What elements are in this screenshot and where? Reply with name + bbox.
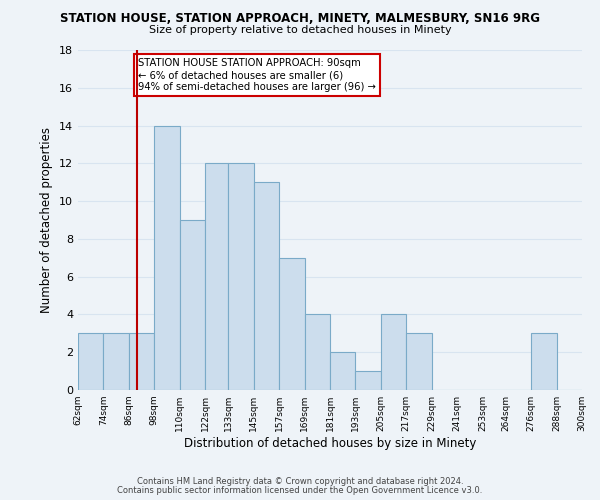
Bar xyxy=(154,126,179,390)
Bar xyxy=(330,352,355,390)
Bar xyxy=(229,164,254,390)
Bar xyxy=(205,164,229,390)
Bar xyxy=(406,334,431,390)
X-axis label: Distribution of detached houses by size in Minety: Distribution of detached houses by size … xyxy=(184,437,476,450)
Bar xyxy=(305,314,330,390)
Bar xyxy=(279,258,305,390)
Bar xyxy=(531,334,557,390)
Bar xyxy=(254,182,279,390)
Text: STATION HOUSE, STATION APPROACH, MINETY, MALMESBURY, SN16 9RG: STATION HOUSE, STATION APPROACH, MINETY,… xyxy=(60,12,540,26)
Bar xyxy=(381,314,406,390)
Text: STATION HOUSE STATION APPROACH: 90sqm
← 6% of detached houses are smaller (6)
94: STATION HOUSE STATION APPROACH: 90sqm ← … xyxy=(139,58,376,92)
Text: Size of property relative to detached houses in Minety: Size of property relative to detached ho… xyxy=(149,25,451,35)
Bar xyxy=(78,334,103,390)
Text: Contains HM Land Registry data © Crown copyright and database right 2024.: Contains HM Land Registry data © Crown c… xyxy=(137,477,463,486)
Bar xyxy=(355,371,381,390)
Bar xyxy=(103,334,129,390)
Bar xyxy=(179,220,205,390)
Text: Contains public sector information licensed under the Open Government Licence v3: Contains public sector information licen… xyxy=(118,486,482,495)
Y-axis label: Number of detached properties: Number of detached properties xyxy=(40,127,53,313)
Bar xyxy=(129,334,154,390)
